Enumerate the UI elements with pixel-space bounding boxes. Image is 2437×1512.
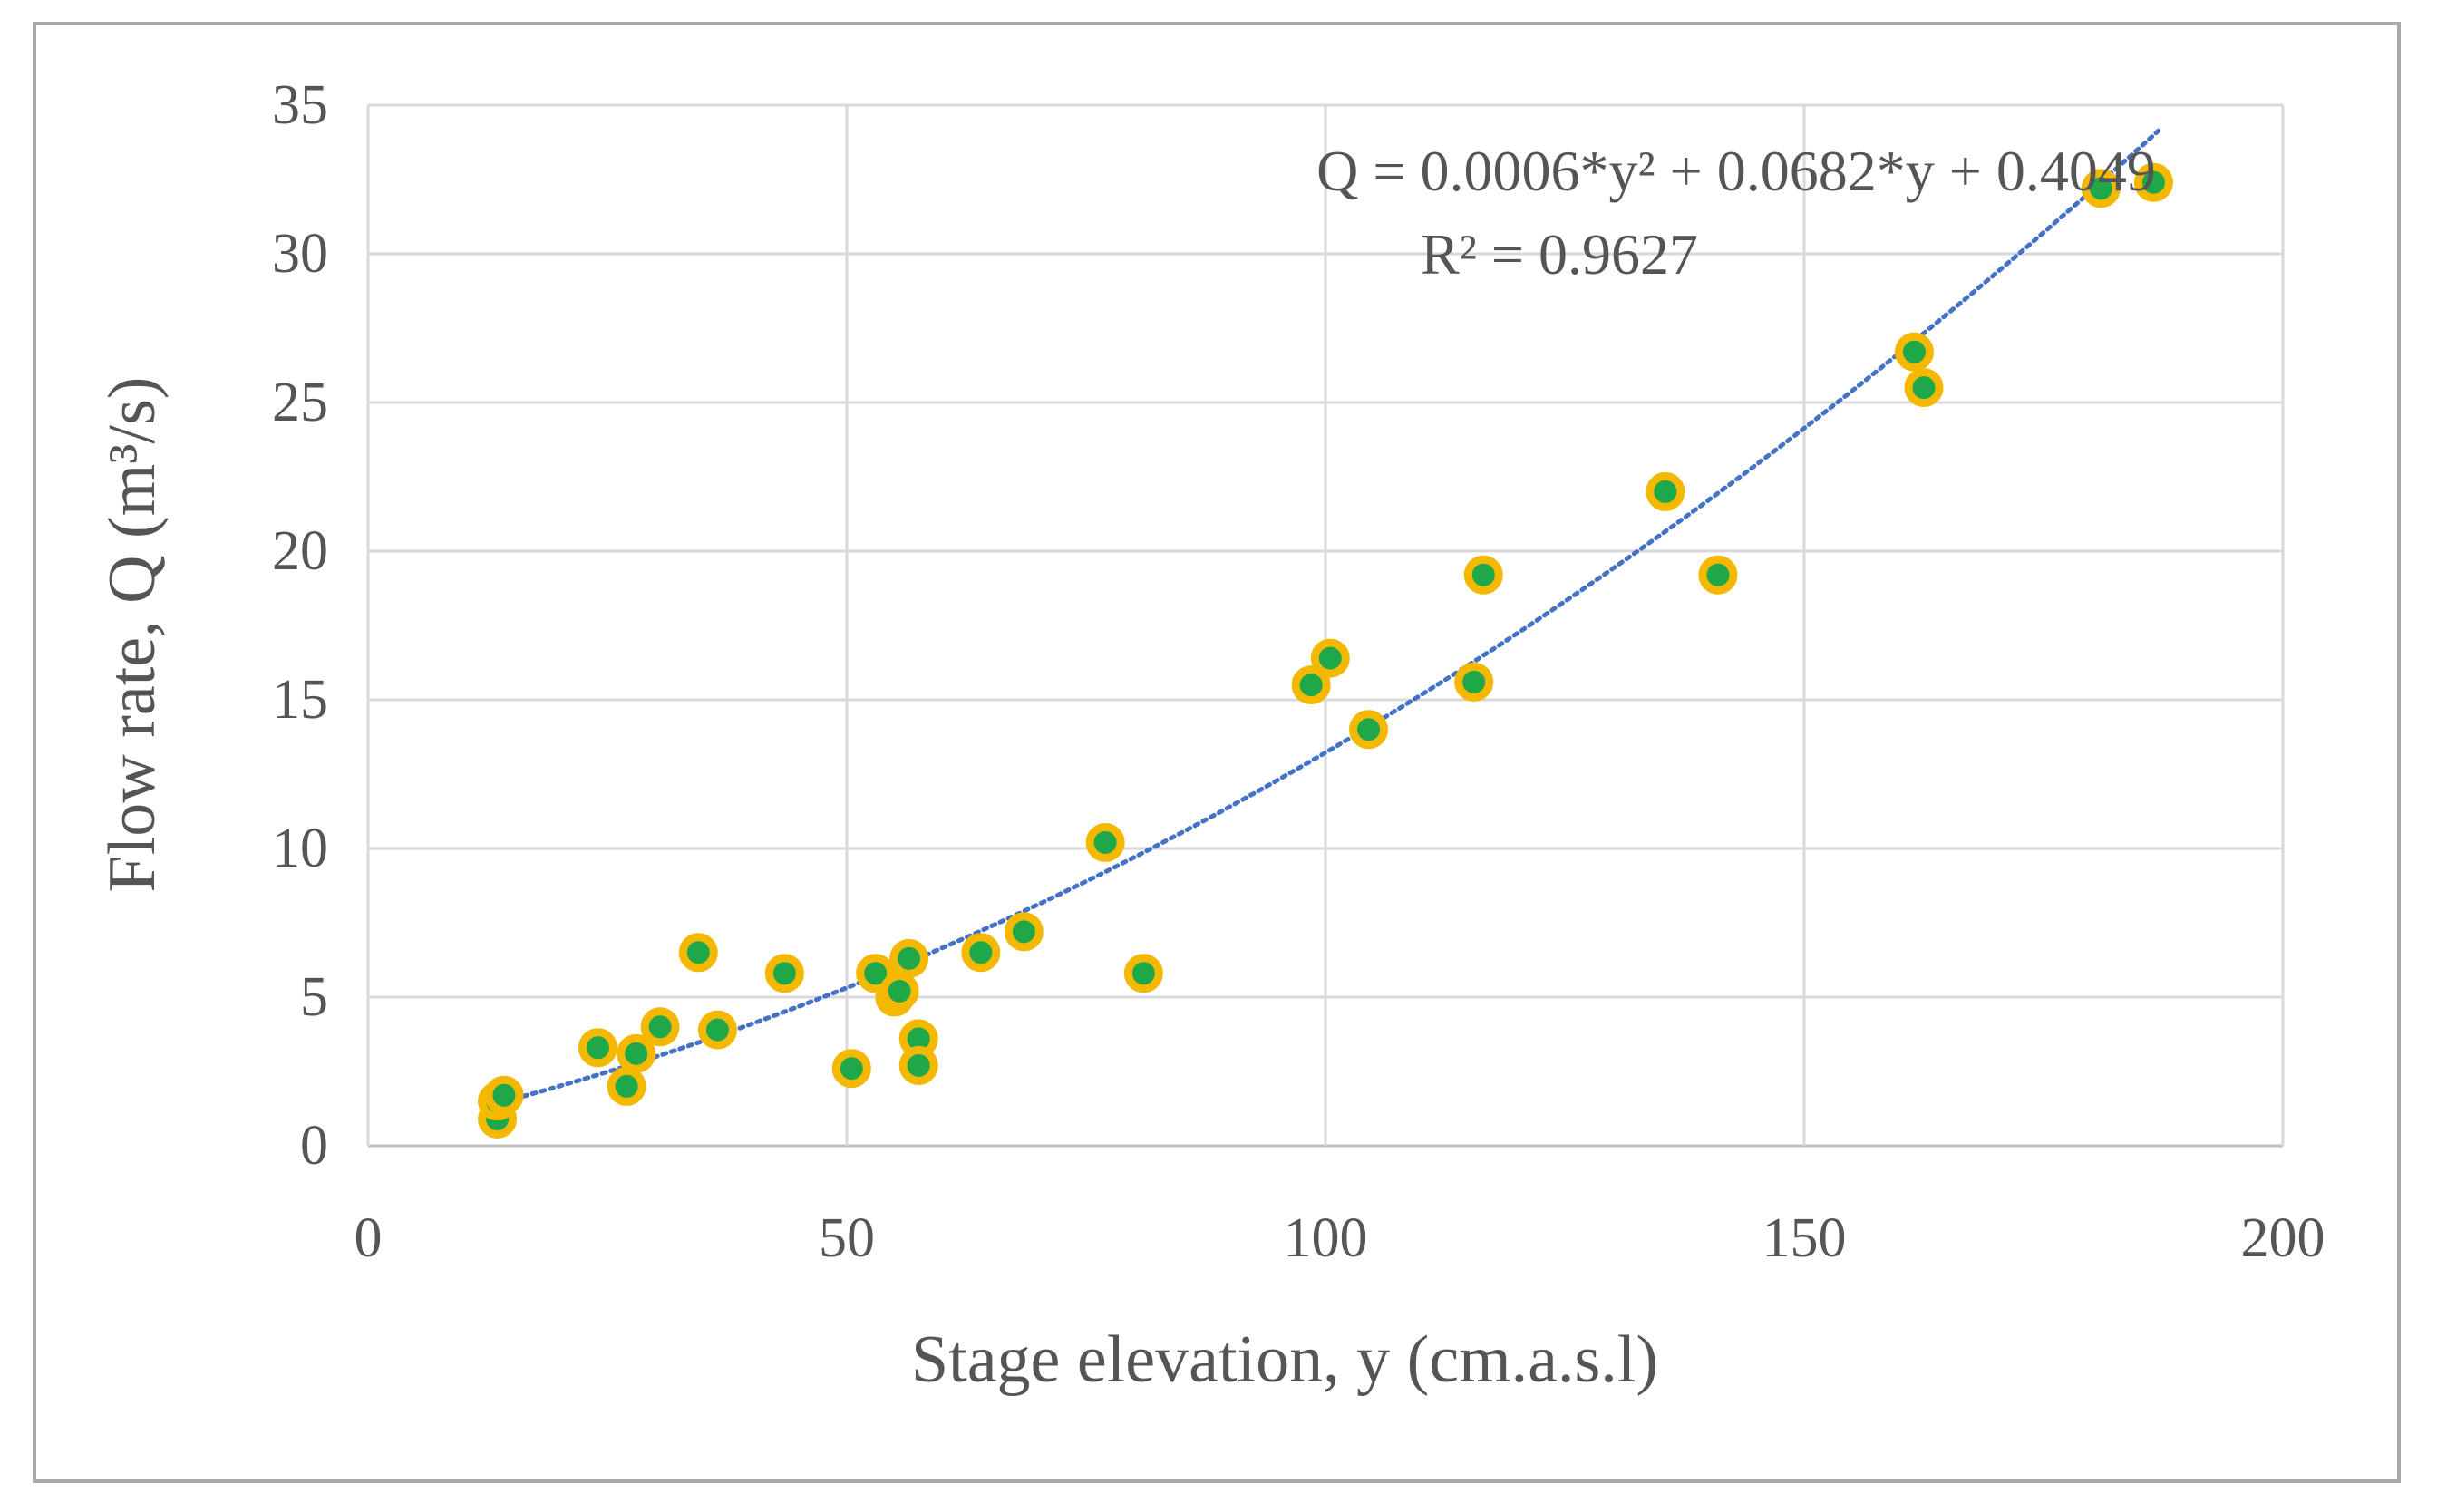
data-point — [697, 1010, 737, 1050]
data-point — [578, 1028, 617, 1068]
trendline-curve — [495, 128, 2161, 1106]
data-point — [2081, 169, 2121, 208]
data-point — [1123, 954, 1163, 993]
data-point — [889, 938, 929, 978]
data-point — [640, 1007, 680, 1047]
data-point — [1004, 912, 1044, 952]
x-axis-title: Stage elevation, y (cm.a.s.l) — [911, 1323, 1658, 1397]
x-tick-label: 150 — [1762, 1207, 1847, 1269]
data-point — [484, 1075, 524, 1115]
data-point — [879, 971, 919, 1011]
data-point — [607, 1066, 646, 1106]
y-axis-title: Flow rate, Q (m³/s) — [95, 377, 170, 893]
data-point — [1085, 822, 1125, 862]
data-point — [898, 1045, 938, 1085]
data-point — [1291, 665, 1331, 705]
y-tick-label: 10 — [272, 818, 328, 879]
data-point — [1454, 662, 1494, 702]
data-point — [1310, 638, 1350, 678]
y-tick-label: 30 — [272, 223, 328, 285]
data-point — [1904, 368, 1944, 408]
y-tick-label: 15 — [272, 669, 328, 731]
data-point — [1698, 555, 1738, 595]
grid-lines — [366, 103, 2285, 1148]
trendline-equation: Q = 0.0006*y² + 0.0682*y + 0.4049 — [1316, 139, 2156, 203]
y-tick-label: 5 — [300, 966, 328, 1028]
data-point — [961, 933, 1001, 973]
x-tick-label: 200 — [2241, 1207, 2325, 1269]
x-tick-label: 100 — [1284, 1207, 1368, 1269]
data-point — [678, 933, 718, 973]
data-point — [1463, 555, 1503, 595]
data-point — [1349, 710, 1389, 750]
data-points — [478, 162, 2173, 1139]
data-point — [831, 1049, 871, 1089]
data-point — [764, 954, 804, 993]
y-tick-label: 35 — [272, 74, 328, 136]
y-tick-label: 0 — [300, 1115, 328, 1177]
y-tick-label: 20 — [272, 520, 328, 582]
y-tick-label: 25 — [272, 372, 328, 433]
r-squared-label: R² = 0.9627 — [1421, 222, 1698, 286]
x-tick-label: 50 — [819, 1207, 875, 1269]
trendline — [495, 128, 2161, 1106]
tick-labels: 0 5 10 15 20 25 30 35 0 50 100 150 200 — [272, 74, 2325, 1269]
data-point — [2133, 162, 2173, 202]
data-point — [1646, 471, 1685, 511]
data-point — [617, 1033, 656, 1073]
x-tick-label: 0 — [354, 1207, 383, 1269]
data-point — [1894, 332, 1934, 372]
